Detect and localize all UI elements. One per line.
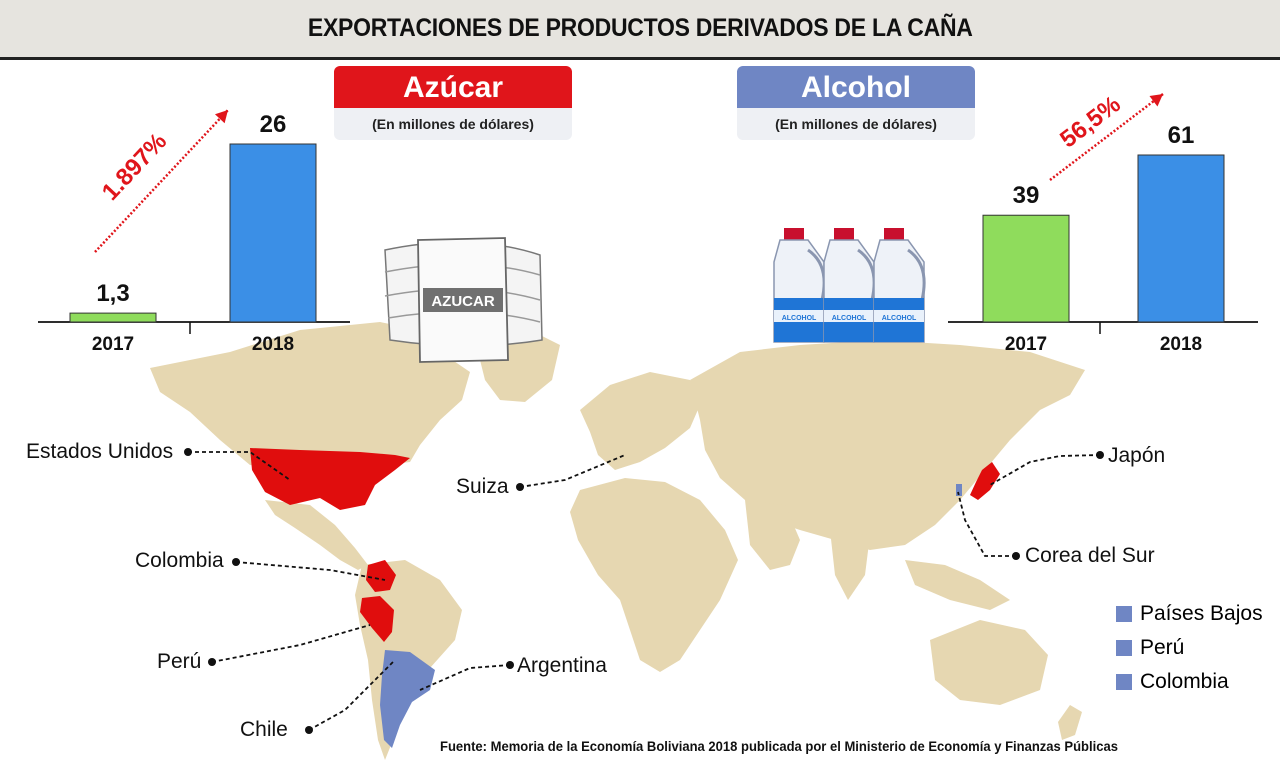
legend-label: Colombia <box>1140 670 1229 693</box>
label-suiza: Suiza <box>456 475 509 498</box>
title-bar: EXPORTACIONES DE PRODUCTOS DERIVADOS DE … <box>0 0 1280 60</box>
alcohol-value-label-2017: 39 <box>1013 182 1040 209</box>
sack-label: AZUCAR <box>431 293 494 310</box>
bottle-label-2: ALCOHOL <box>832 315 867 322</box>
legend-swatch <box>1116 640 1132 656</box>
legend-item-paises-bajos: Países Bajos <box>1116 602 1263 626</box>
alcohol-bar-2017 <box>982 214 1070 323</box>
world-map: AZUCAR ALCOHOL ALCOHOL ALCOHOL 1,3 2017 26… <box>38 91 1258 760</box>
bottle-label-3: ALCOHOL <box>882 315 917 322</box>
sugar-value-label-2018: 26 <box>260 111 287 138</box>
japan-shape <box>970 462 1000 500</box>
alcohol-subheader: (En millones de dólares) <box>737 108 975 140</box>
sugar-sacks-illustration: AZUCAR <box>384 237 543 363</box>
sugar-growth-arrowhead <box>214 110 228 124</box>
legend-label: Países Bajos <box>1140 602 1263 625</box>
sugar-growth-label: 1.897% <box>97 128 172 206</box>
usa-shape <box>250 448 410 510</box>
land <box>150 322 1085 760</box>
colombia-shape <box>366 560 396 592</box>
label-colombia: Colombia <box>135 549 224 572</box>
sugar-bar-2017 <box>69 312 157 323</box>
argentina-chile-shape <box>380 650 435 748</box>
sugar-header: Azúcar <box>334 66 572 110</box>
sugar-category-label-2018: 2018 <box>252 334 294 355</box>
sugar-category-label-2017: 2017 <box>92 334 134 355</box>
alcohol-category-label-2017: 2017 <box>1005 334 1047 355</box>
legend-item-peru: Perú <box>1116 636 1184 660</box>
sugar-bar-chart: 1,3 2017 26 2018 1.897% <box>38 109 350 355</box>
sugar-value-label-2017: 1,3 <box>96 280 129 307</box>
legend-item-colombia: Colombia <box>1116 670 1229 694</box>
label-peru: Perú <box>157 650 202 673</box>
page-title: EXPORTACIONES DE PRODUCTOS DERIVADOS DE … <box>307 14 973 42</box>
alcohol-category-label-2018: 2018 <box>1160 334 1202 355</box>
label-estados-unidos: Estados Unidos <box>26 440 174 463</box>
legend-label: Perú <box>1140 636 1185 659</box>
alcohol-value-label-2018: 61 <box>1168 122 1195 149</box>
alcohol-header: Alcohol <box>737 66 975 110</box>
bottle-label-1: ALCOHOL <box>782 315 817 322</box>
alcohol-bar-chart: 39 2017 61 2018 56,5% <box>948 91 1258 355</box>
sugar-subheader: (En millones de dólares) <box>334 108 572 140</box>
sugar-growth-arrow <box>94 109 229 253</box>
legend-swatch <box>1116 606 1132 622</box>
label-corea-del-sur: Corea del Sur <box>1025 544 1155 567</box>
alcohol-bar-2018 <box>1137 154 1225 323</box>
alcohol-growth-label: 56,5% <box>1055 91 1126 154</box>
alcohol-growth-arrowhead <box>1149 94 1163 107</box>
alcohol-bottles-illustration: ALCOHOL ALCOHOL ALCOHOL <box>773 226 926 344</box>
label-chile: Chile <box>240 718 288 741</box>
legend-swatch <box>1116 674 1132 690</box>
sugar-bar-2018 <box>229 143 317 323</box>
label-japon: Japón <box>1108 444 1166 467</box>
source-note: Fuente: Memoria de la Economía Boliviana… <box>440 738 1118 754</box>
peru-shape <box>360 596 394 642</box>
label-argentina: Argentina <box>517 654 607 677</box>
